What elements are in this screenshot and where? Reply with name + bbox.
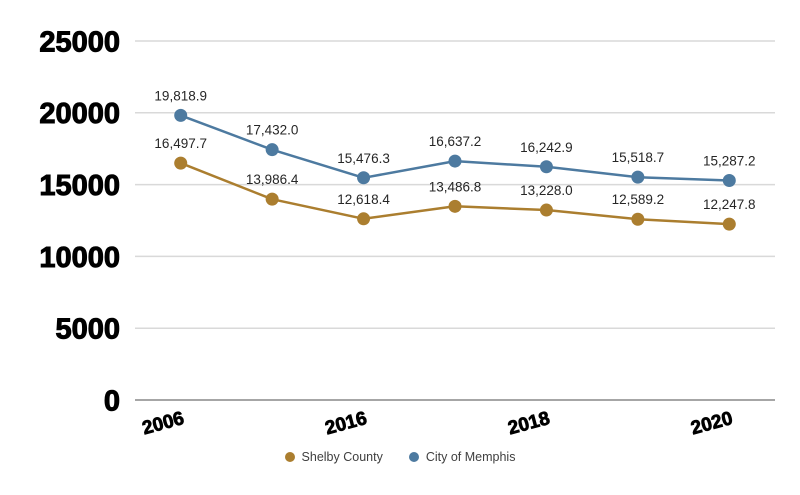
legend-marker-icon (408, 452, 419, 462)
legend-marker-icon (284, 452, 295, 462)
data-point-marker-city-of-memphis (448, 154, 462, 168)
data-point-label: 12,247.8 (703, 197, 756, 212)
legend-item-shelby-county: Shelby County (284, 450, 383, 464)
x-axis-tick-label: 2018 (506, 408, 552, 439)
data-point-marker-shelby-county (722, 217, 736, 231)
data-point-marker-city-of-memphis (631, 170, 645, 184)
data-point-marker-city-of-memphis (265, 143, 279, 157)
data-point-label: 16,637.2 (429, 134, 482, 149)
data-point-marker-shelby-county (265, 192, 279, 206)
data-point-marker-shelby-county (539, 203, 553, 217)
legend-item-city-of-memphis: City of Memphis (408, 450, 516, 464)
y-axis-tick-label: 0 (104, 385, 120, 417)
data-point-marker-city-of-memphis (174, 108, 188, 122)
data-point-marker-city-of-memphis (722, 173, 736, 187)
data-point-label: 16,497.7 (154, 136, 207, 151)
data-point-label: 15,518.7 (612, 150, 665, 165)
data-point-marker-shelby-county (357, 212, 371, 226)
data-point-label: 15,287.2 (703, 153, 756, 168)
y-axis-tick-label: 5000 (55, 314, 120, 346)
data-point-label: 13,986.4 (246, 172, 299, 187)
y-axis-tick-label: 20000 (39, 98, 120, 130)
legend-item-label: Shelby County (301, 450, 383, 464)
data-point-marker-shelby-county (174, 156, 188, 170)
data-point-label: 15,476.3 (337, 151, 390, 166)
data-point-marker-city-of-memphis (357, 171, 371, 185)
y-axis-tick-label: 10000 (39, 242, 120, 274)
data-point-label: 12,618.4 (337, 192, 390, 207)
data-point-marker-city-of-memphis (539, 160, 553, 174)
x-axis-tick-label: 2020 (689, 408, 735, 439)
x-axis-tick-label: 2006 (140, 408, 186, 439)
data-point-label: 17,432.0 (246, 123, 299, 138)
data-point-label: 12,589.2 (612, 192, 665, 207)
y-axis-tick-label: 25000 (39, 26, 120, 58)
x-axis-tick-label: 2016 (323, 408, 369, 439)
chart-legend: Shelby County City of Memphis (0, 450, 800, 464)
data-point-label: 16,242.9 (520, 140, 573, 155)
data-point-marker-shelby-county (448, 199, 462, 213)
data-point-marker-shelby-county (631, 212, 645, 226)
data-point-label: 19,818.9 (154, 88, 207, 103)
legend-item-label: City of Memphis (425, 450, 516, 464)
y-axis-tick-label: 15000 (39, 170, 120, 202)
data-point-label: 13,228.0 (520, 183, 573, 198)
data-point-label: 13,486.8 (429, 179, 482, 194)
